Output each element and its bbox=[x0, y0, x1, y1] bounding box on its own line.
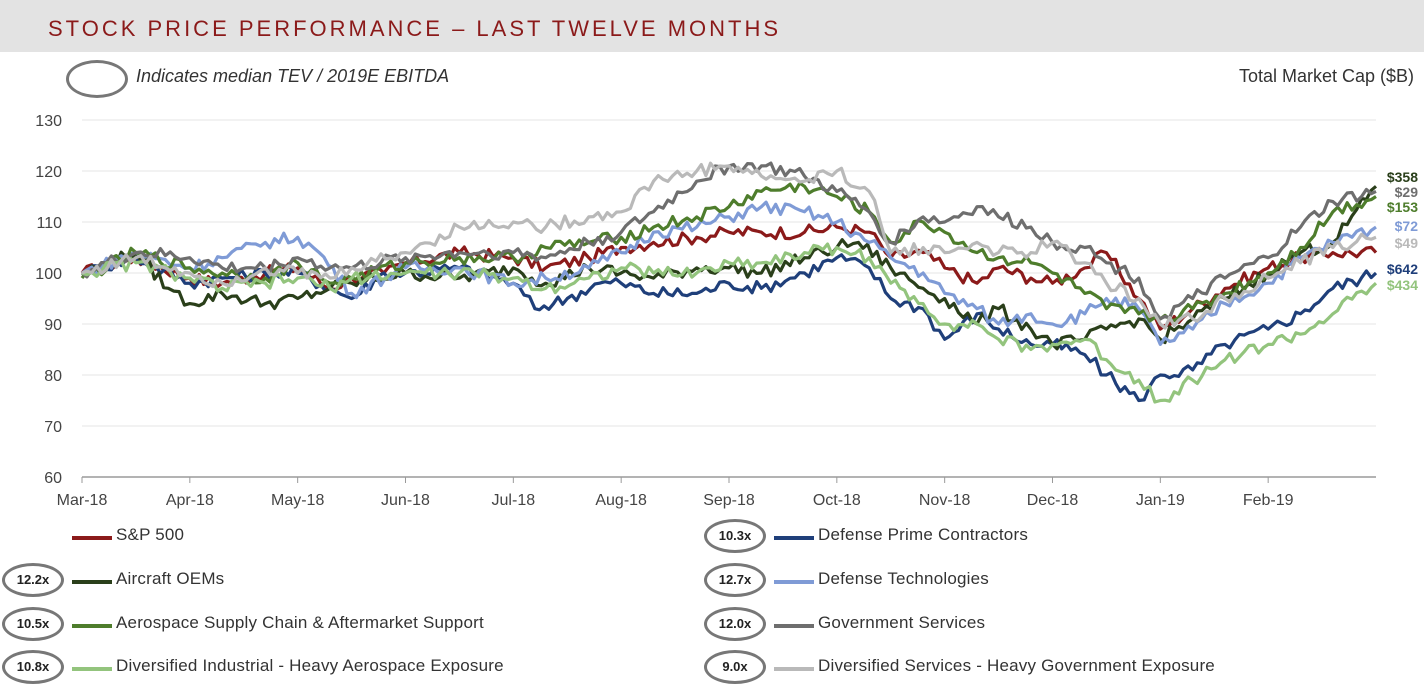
x-tick-label: Apr-18 bbox=[166, 492, 214, 509]
legend-swatch bbox=[72, 624, 112, 628]
y-tick-label: 100 bbox=[35, 266, 62, 283]
multiple-badge: 12.0x bbox=[704, 607, 766, 641]
legend-swatch bbox=[774, 536, 814, 540]
market-cap-label: $358 bbox=[1387, 169, 1418, 185]
market-cap-label: $72 bbox=[1395, 218, 1419, 234]
x-tick-label: Aug-18 bbox=[595, 492, 647, 509]
market-cap-label: $29 bbox=[1395, 184, 1419, 200]
line-chart: 60 70 80 90 100 110 120 130 Mar-18 Apr-18 May-18 Ju… bbox=[35, 113, 1419, 509]
legend-swatch bbox=[774, 624, 814, 628]
x-tick-label: Jul-18 bbox=[492, 492, 536, 509]
multiple-badge: 9.0x bbox=[704, 650, 766, 684]
title-bar: STOCK PRICE PERFORMANCE – LAST TWELVE MO… bbox=[0, 0, 1424, 52]
x-tick-label: Feb-19 bbox=[1243, 492, 1294, 509]
series-line-7 bbox=[81, 161, 1377, 330]
legend-label: S&P 500 bbox=[116, 525, 185, 544]
multiple-badge: 12.7x bbox=[704, 563, 766, 597]
y-tick-label: 130 bbox=[35, 113, 62, 130]
y-tick-label: 110 bbox=[36, 215, 62, 232]
market-cap-label: $642 bbox=[1387, 261, 1418, 277]
market-cap-label: $434 bbox=[1387, 277, 1418, 293]
x-tick-label: Dec-18 bbox=[1027, 492, 1079, 509]
x-tick-label: May-18 bbox=[271, 492, 324, 509]
legend-swatch bbox=[72, 536, 112, 540]
series-line-2 bbox=[82, 185, 1378, 351]
legend-swatch bbox=[774, 580, 814, 584]
legend-swatch bbox=[774, 667, 814, 671]
median-note: Indicates median TEV / 2019E EBITDA bbox=[136, 66, 450, 86]
page-title: STOCK PRICE PERFORMANCE – LAST TWELVE MO… bbox=[48, 16, 782, 41]
legend-swatch bbox=[72, 580, 112, 584]
legend-label: Aerospace Supply Chain & Aftermarket Sup… bbox=[116, 613, 484, 632]
x-tick-label: Jan-19 bbox=[1136, 492, 1185, 509]
legend-label: Diversified Services - Heavy Government … bbox=[818, 656, 1215, 675]
legend-label: Defense Prime Contractors bbox=[818, 525, 1029, 544]
series-line-6 bbox=[81, 242, 1378, 404]
median-oval-icon bbox=[66, 60, 128, 98]
market-cap-label: $49 bbox=[1395, 235, 1419, 251]
series-line-4 bbox=[80, 181, 1377, 323]
legend-label: Aircraft OEMs bbox=[116, 569, 225, 588]
market-cap-label: $153 bbox=[1387, 199, 1418, 215]
x-tick-label: Jun-18 bbox=[381, 492, 430, 509]
y-tick-label: 70 bbox=[44, 419, 62, 436]
y-tick-label: 120 bbox=[35, 164, 62, 181]
legend-label: Government Services bbox=[818, 613, 986, 632]
x-tick-label: Mar-18 bbox=[57, 492, 108, 509]
y-tick-label: 90 bbox=[44, 317, 62, 334]
multiple-badge: 10.3x bbox=[704, 519, 766, 553]
series-line-3 bbox=[81, 200, 1377, 346]
legend-label: Defense Technologies bbox=[818, 569, 989, 588]
x-tick-label: Oct-18 bbox=[813, 492, 861, 509]
multiple-badge: 10.5x bbox=[2, 607, 64, 641]
multiple-badge: 12.2x bbox=[2, 563, 64, 597]
x-tick-label: Nov-18 bbox=[919, 492, 971, 509]
legend-label: Diversified Industrial - Heavy Aerospace… bbox=[116, 656, 504, 675]
x-tick-label: Sep-18 bbox=[703, 492, 755, 509]
y-tick-label: 60 bbox=[44, 470, 62, 487]
y-tick-label: 80 bbox=[44, 368, 62, 385]
market-cap-header: Total Market Cap ($B) bbox=[1238, 66, 1414, 86]
legend-swatch bbox=[72, 667, 112, 671]
multiple-badge: 10.8x bbox=[2, 650, 64, 684]
